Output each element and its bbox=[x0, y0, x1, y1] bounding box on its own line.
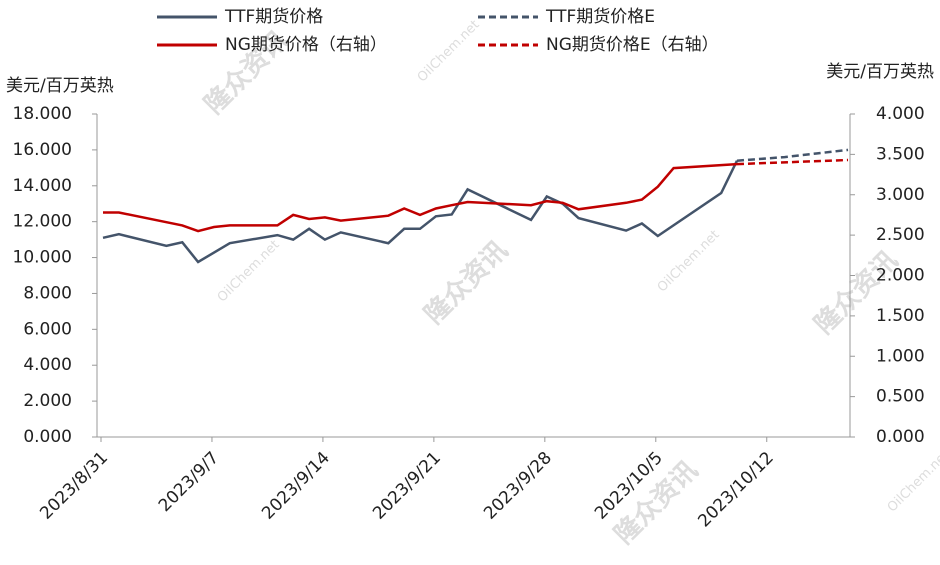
y2-axis-title: 美元/百万英热 bbox=[826, 62, 934, 82]
watermark: OilChem.net bbox=[415, 17, 483, 85]
series-line bbox=[103, 162, 738, 233]
legend-label: TTF期货价格E bbox=[545, 7, 655, 27]
legend-label: NG期货价格（右轴） bbox=[225, 35, 387, 55]
y-tick-label: 6.000 bbox=[23, 319, 72, 339]
y-tick-label: 16.000 bbox=[13, 140, 72, 160]
x-tick-label: 2023/9/7 bbox=[155, 448, 223, 516]
legend-label: NG期货价格E（右轴） bbox=[546, 35, 719, 55]
series-line bbox=[736, 148, 849, 162]
y-tick-label: 12.000 bbox=[13, 212, 72, 232]
x-tick-label: 2023/8/31 bbox=[36, 448, 112, 524]
y2-tick-label: 3.500 bbox=[876, 144, 925, 164]
legend-label: TTF期货价格 bbox=[224, 7, 323, 27]
series-line bbox=[102, 160, 739, 264]
x-tick-label: 2023/9/14 bbox=[258, 448, 334, 524]
x-tick-label: 2023/9/28 bbox=[480, 448, 556, 524]
y-tick-label: 14.000 bbox=[13, 176, 72, 196]
watermark: OilChem.net bbox=[215, 237, 283, 305]
y-tick-label: 8.000 bbox=[23, 283, 72, 303]
y-axis-title: 美元/百万英热 bbox=[6, 76, 114, 96]
watermark: 隆众资讯 bbox=[419, 235, 514, 330]
x-tick-label: 2023/10/12 bbox=[694, 448, 777, 531]
y-tick-label: 2.000 bbox=[23, 391, 72, 411]
y2-tick-label: 1.500 bbox=[876, 306, 925, 326]
y2-tick-label: 4.000 bbox=[876, 104, 925, 124]
y2-tick-label: 1.000 bbox=[876, 346, 925, 366]
y-tick-label: 10.000 bbox=[13, 248, 72, 268]
watermark: OilChem.net bbox=[655, 227, 723, 295]
y2-tick-label: 3.000 bbox=[876, 185, 925, 205]
x-tick-label: 2023/9/21 bbox=[369, 448, 445, 524]
y2-tick-label: 2.000 bbox=[876, 266, 925, 286]
watermark: 隆众资讯 bbox=[809, 245, 904, 340]
y-tick-label: 18.000 bbox=[13, 104, 72, 124]
y2-tick-label: 2.500 bbox=[876, 225, 925, 245]
y-tick-label: 4.000 bbox=[23, 355, 72, 375]
y2-tick-label: 0.500 bbox=[876, 387, 925, 407]
y2-tick-label: 0.000 bbox=[876, 427, 925, 447]
series-line bbox=[736, 158, 849, 166]
y-tick-label: 0.000 bbox=[23, 427, 72, 447]
watermark: OilChem.net bbox=[885, 447, 940, 515]
